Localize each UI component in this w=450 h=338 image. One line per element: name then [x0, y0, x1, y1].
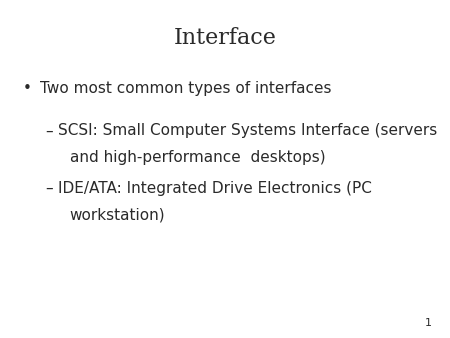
Text: –: – — [45, 181, 53, 196]
Text: Two most common types of interfaces: Two most common types of interfaces — [40, 81, 332, 96]
Text: IDE/ATA: Integrated Drive Electronics (PC: IDE/ATA: Integrated Drive Electronics (P… — [58, 181, 373, 196]
Text: Interface: Interface — [174, 27, 276, 49]
Text: workstation): workstation) — [70, 208, 166, 223]
Text: •: • — [22, 81, 32, 96]
Text: and high-performance  desktops): and high-performance desktops) — [70, 150, 325, 165]
Text: 1: 1 — [425, 318, 432, 328]
Text: SCSI: Small Computer Systems Interface (servers: SCSI: Small Computer Systems Interface (… — [58, 123, 438, 138]
Text: –: – — [45, 123, 53, 138]
